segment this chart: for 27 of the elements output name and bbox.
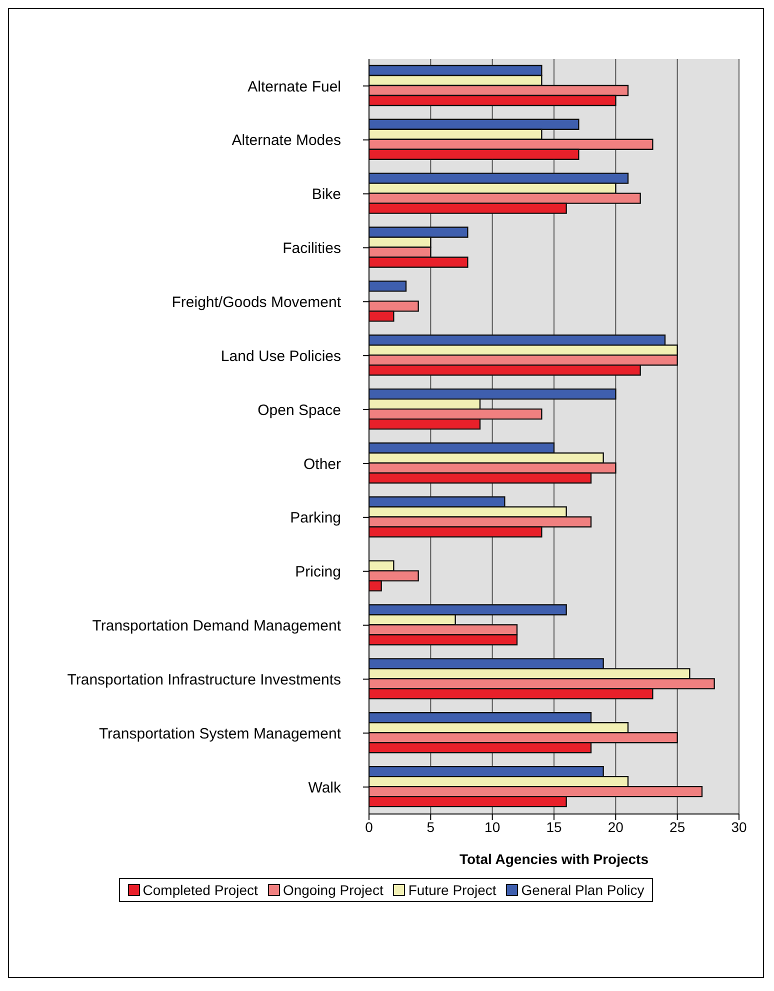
legend-label: Completed Project: [142, 882, 258, 898]
y-tick-label: Freight/Goods Movement: [172, 294, 342, 312]
y-tick-label: Land Use Policies: [220, 348, 341, 365]
y-tick-label: Walk: [308, 779, 342, 796]
y-tick-label: Pricing: [295, 564, 341, 581]
y-tick-label: Bike: [312, 186, 341, 204]
legend-label: Ongoing Project: [282, 882, 384, 898]
y-tick-label: Transportation Infrastructure Investments: [67, 672, 341, 689]
bar: [369, 280, 407, 292]
y-tick-label: Transportation Demand Management: [92, 618, 342, 635]
x-tick-label: 10: [484, 818, 500, 835]
legend-label: Future Project: [407, 882, 496, 898]
y-tick-label: Transportation System Management: [98, 725, 342, 742]
x-tick-label: 30: [731, 818, 747, 835]
y-tick-label: Parking: [290, 510, 341, 527]
x-axis-title: Total Agencies with Projects: [459, 851, 649, 867]
y-tick-label: Facilities: [282, 240, 341, 258]
x-tick-label: 0: [365, 818, 374, 835]
x-tick-label: 5: [426, 818, 435, 835]
x-tick-label: 15: [546, 818, 562, 835]
y-tick-label: Other: [303, 456, 342, 473]
legend-label: General Plan Policy: [520, 882, 644, 898]
y-tick-label: Alternate Modes: [232, 132, 341, 150]
x-tick-label: 25: [670, 818, 686, 835]
x-tick-label: 20: [608, 818, 624, 835]
y-tick-label: Open Space: [258, 402, 341, 419]
y-tick-label: Alternate Fuel: [248, 78, 341, 96]
